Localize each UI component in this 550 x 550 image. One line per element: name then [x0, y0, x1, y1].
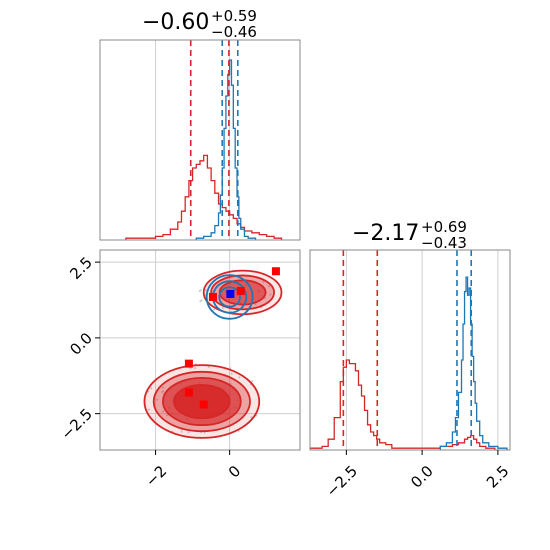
sample-dot [230, 372, 233, 375]
sample-dot [251, 380, 254, 383]
sample-dot [204, 289, 207, 292]
sample-dot [267, 285, 270, 288]
histogram-series [125, 154, 283, 240]
right-x-tick-labels: −2.5 0.0 2.5 [323, 462, 513, 500]
sample-dot [262, 280, 265, 283]
top-histogram-title: −0.60 +0.59 −0.46 [142, 7, 257, 41]
sample-dot [162, 386, 165, 389]
sample-dot [156, 398, 159, 401]
tick-label: 0 [225, 462, 244, 481]
left-y-tick-labels: 2.5 0.0 −2.5 [58, 253, 96, 443]
histogram-series [439, 276, 508, 450]
histogram-series [310, 359, 496, 450]
sample-dot [166, 414, 169, 417]
marker-point [184, 359, 193, 368]
top-left-histogram [99, 39, 301, 241]
axes-frame [99, 249, 301, 451]
marker-point [226, 289, 235, 298]
bottom-right-histogram [309, 249, 511, 455]
title-sub: −0.43 [421, 234, 467, 252]
sample-dot [229, 367, 232, 370]
sample-dot [162, 410, 165, 413]
title-sup: +0.59 [211, 7, 257, 25]
sample-dot [264, 297, 267, 300]
tick-label: 0.0 [66, 329, 96, 359]
sample-dot [189, 367, 192, 370]
tick-label: 2.5 [66, 253, 96, 283]
sample-dot [147, 408, 150, 411]
sample-dot [150, 387, 153, 390]
sample-dot [221, 307, 224, 310]
title-main: −2.17 [352, 221, 419, 246]
title-sub: −0.46 [211, 23, 257, 41]
sample-dot [212, 308, 215, 311]
sample-dot [187, 431, 190, 434]
sample-dot [161, 390, 164, 393]
sample-dot [269, 293, 272, 296]
sample-dot [254, 303, 257, 306]
contour-level [218, 286, 241, 308]
sample-dot [207, 365, 210, 368]
axes-frame [309, 249, 511, 451]
marker-point [184, 388, 193, 397]
sample-dot [238, 376, 241, 379]
sample-dot [198, 290, 201, 293]
tick-label: 0.0 [407, 462, 437, 492]
left-x-tick-labels: −2 0 [142, 462, 244, 490]
marker-point [199, 400, 208, 409]
title-sup: +0.69 [421, 218, 467, 236]
sample-dot [250, 416, 253, 419]
tick-label: −2.5 [323, 462, 361, 500]
marker-point [236, 286, 245, 295]
marker-point [208, 292, 217, 301]
right-histogram-title: −2.17 +0.69 −0.43 [352, 218, 467, 252]
tick-label: −2.5 [58, 405, 96, 443]
sample-dot [147, 390, 150, 393]
bottom-left-scatter [95, 249, 301, 455]
tick-label: 2.5 [483, 462, 513, 492]
histogram-series [195, 59, 257, 240]
tick-label: −2 [142, 462, 170, 490]
marker-point [271, 267, 280, 276]
sample-dot [199, 300, 202, 303]
title-main: −0.60 [142, 10, 209, 35]
contour-level [205, 274, 254, 320]
axes-frame [99, 39, 301, 241]
sample-dot [194, 367, 197, 370]
sample-dot [180, 430, 183, 433]
